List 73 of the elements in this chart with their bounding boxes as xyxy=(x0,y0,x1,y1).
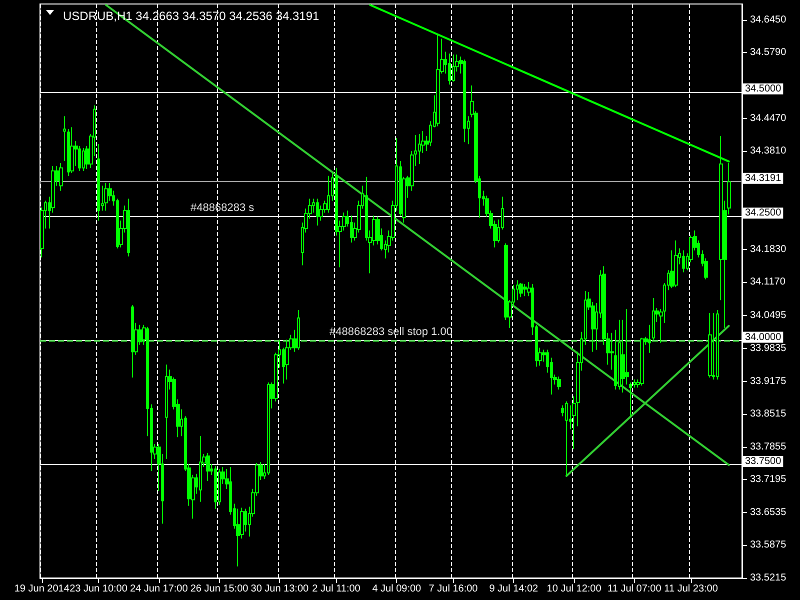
ref-line-label: 34.3191 xyxy=(745,172,782,184)
candlestick xyxy=(436,34,440,127)
candlestick xyxy=(104,182,108,212)
annotation: #48868283 s xyxy=(190,202,255,214)
candlestick xyxy=(297,310,300,350)
y-tick-label: 33.6535 xyxy=(750,506,787,518)
y-tick-label: 33.5875 xyxy=(750,540,787,551)
candlestick xyxy=(63,116,66,162)
y-tick-label: 34.5790 xyxy=(750,47,787,58)
x-tick-label: 9 Jul 14:02 xyxy=(489,584,539,594)
ref-line-label: 33.7500 xyxy=(745,456,782,467)
candlestick xyxy=(640,337,644,386)
candlestick xyxy=(267,382,270,476)
candlestick xyxy=(565,400,568,476)
y-tick-label: 34.1830 xyxy=(750,244,787,255)
x-tick-label: 30 Jun 13:00 xyxy=(250,584,310,594)
y-tick-label: 34.6450 xyxy=(750,14,787,26)
x-tick-label: 24 Jun 17:00 xyxy=(130,584,188,594)
candlestick xyxy=(206,452,210,482)
candlestick xyxy=(82,148,85,172)
x-tick-label: 19 Jun 2014 xyxy=(14,584,70,594)
candlestick xyxy=(448,53,451,85)
y-tick-label: 33.7195 xyxy=(750,474,787,486)
y-tick-label: 34.4470 xyxy=(750,112,787,124)
candlestick xyxy=(516,280,519,301)
x-tick-label: 23 Jun 10:00 xyxy=(70,584,128,594)
x-tick-label: 7 Jul 16:00 xyxy=(428,584,478,594)
candlestick xyxy=(629,382,632,417)
y-tick-label: 34.1170 xyxy=(750,276,786,288)
candlestick xyxy=(523,284,527,297)
candlestick xyxy=(708,312,712,378)
candlestick xyxy=(199,436,202,502)
candlestick xyxy=(463,59,466,143)
candlestick xyxy=(97,144,100,222)
candlestick xyxy=(131,304,134,378)
candlestick xyxy=(59,162,63,192)
candlestick xyxy=(214,465,217,510)
y-tick-label: 33.9835 xyxy=(750,343,787,354)
candlestick xyxy=(519,282,523,298)
x-tick-label: 11 Jul 07:00 xyxy=(608,584,662,594)
candlestick xyxy=(285,339,289,380)
x-tick-label: 2 Jul 11:00 xyxy=(312,584,361,594)
candlestick xyxy=(648,324,651,354)
y-tick-label: 34.0495 xyxy=(750,310,787,322)
candlestick xyxy=(682,250,685,273)
candlestick xyxy=(674,240,678,288)
ref-line-label: 34.0000 xyxy=(745,332,782,343)
candlestick xyxy=(452,54,455,82)
ref-line-label: 34.5000 xyxy=(745,83,782,94)
candlestick xyxy=(218,468,221,506)
candlestick xyxy=(716,310,719,380)
y-tick-label: 34.3810 xyxy=(750,146,787,157)
candlestick xyxy=(712,312,715,380)
x-tick-label: 26 Jun 15:00 xyxy=(190,584,249,594)
x-tick-label: 11 Jul 23:00 xyxy=(664,584,718,594)
ref-line-label: 34.2500 xyxy=(745,208,782,219)
candlestick xyxy=(70,126,74,174)
ref-line-label: #48868283 sell stop 1.00 xyxy=(330,326,452,338)
x-tick-label: 10 Jul 12:00 xyxy=(546,584,602,594)
candlestick xyxy=(67,128,70,176)
candlestick xyxy=(165,364,168,460)
candlestick xyxy=(557,376,561,390)
x-tick-label: 4 Jul 09:00 xyxy=(372,584,422,594)
candlestick xyxy=(618,319,621,390)
candlestick xyxy=(127,198,130,257)
y-tick-label: 33.8515 xyxy=(750,408,787,420)
y-tick-label: 33.9175 xyxy=(750,376,787,387)
candlestick xyxy=(652,298,655,340)
candlestick xyxy=(316,198,319,226)
candlestick xyxy=(418,134,421,164)
y-tick-label: 33.7855 xyxy=(750,441,787,452)
candlestick xyxy=(327,175,330,214)
y-tick-label: 33.5215 xyxy=(750,572,787,584)
